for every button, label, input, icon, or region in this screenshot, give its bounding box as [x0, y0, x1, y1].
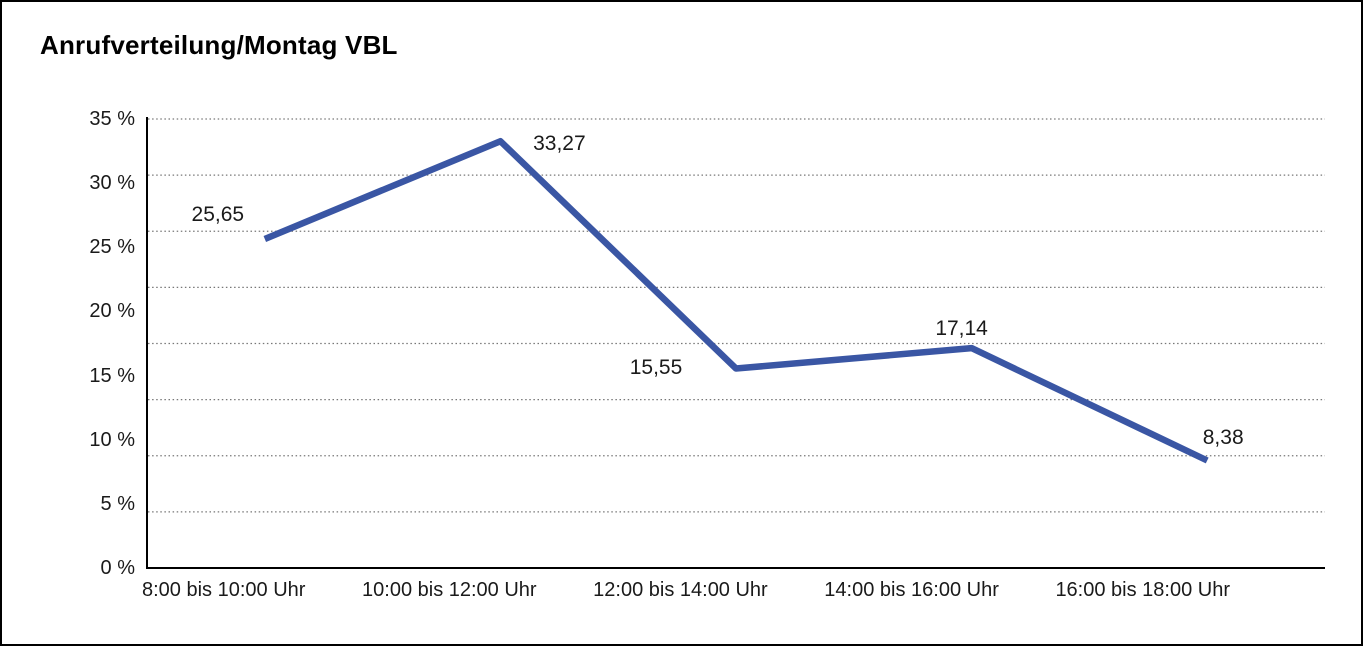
y-axis: 35 % 30 % 25 % 20 % 15 % 10 % 5 % 0 % [2, 2, 135, 644]
x-axis-category-label: 16:00 bis 18:00 Uhr [1055, 579, 1230, 601]
data-point-label: 17,14 [935, 317, 988, 341]
chart-title: Anrufverteilung/Montag VBL [40, 30, 398, 60]
y-axis-tick-label: 35 % [89, 108, 135, 130]
y-axis-tick-label: 30 % [89, 172, 135, 195]
y-axis-tick-label: 0 % [100, 557, 135, 579]
x-axis-category-label: 10:00 bis 12:00 Uhr [362, 579, 537, 601]
series-line [263, 137, 1209, 464]
data-point-label: 33,27 [533, 132, 586, 156]
y-axis-tick-label: 15 % [89, 364, 135, 387]
x-axis-category-label: 8:00 bis 10:00 Uhr [142, 579, 306, 601]
data-point-label: 8,38 [1202, 426, 1244, 450]
data-point-label: 15,55 [629, 355, 683, 379]
y-axis-tick-label: 10 % [89, 428, 135, 451]
y-axis-tick-label: 20 % [89, 300, 135, 323]
x-axis: 8:00 bis 10:00 Uhr 10:00 bis 12:00 Uhr 12:… [142, 579, 1230, 602]
x-axis-category-label: 14:00 bis 16:00 Uhr [824, 579, 999, 601]
y-axis-tick-label: 25 % [89, 236, 135, 259]
x-axis-category-label: 12:00 bis 14:00 Uhr [593, 579, 768, 601]
data-point-label: 25,65 [191, 202, 245, 226]
y-axis-tick-label: 5 % [100, 492, 135, 515]
